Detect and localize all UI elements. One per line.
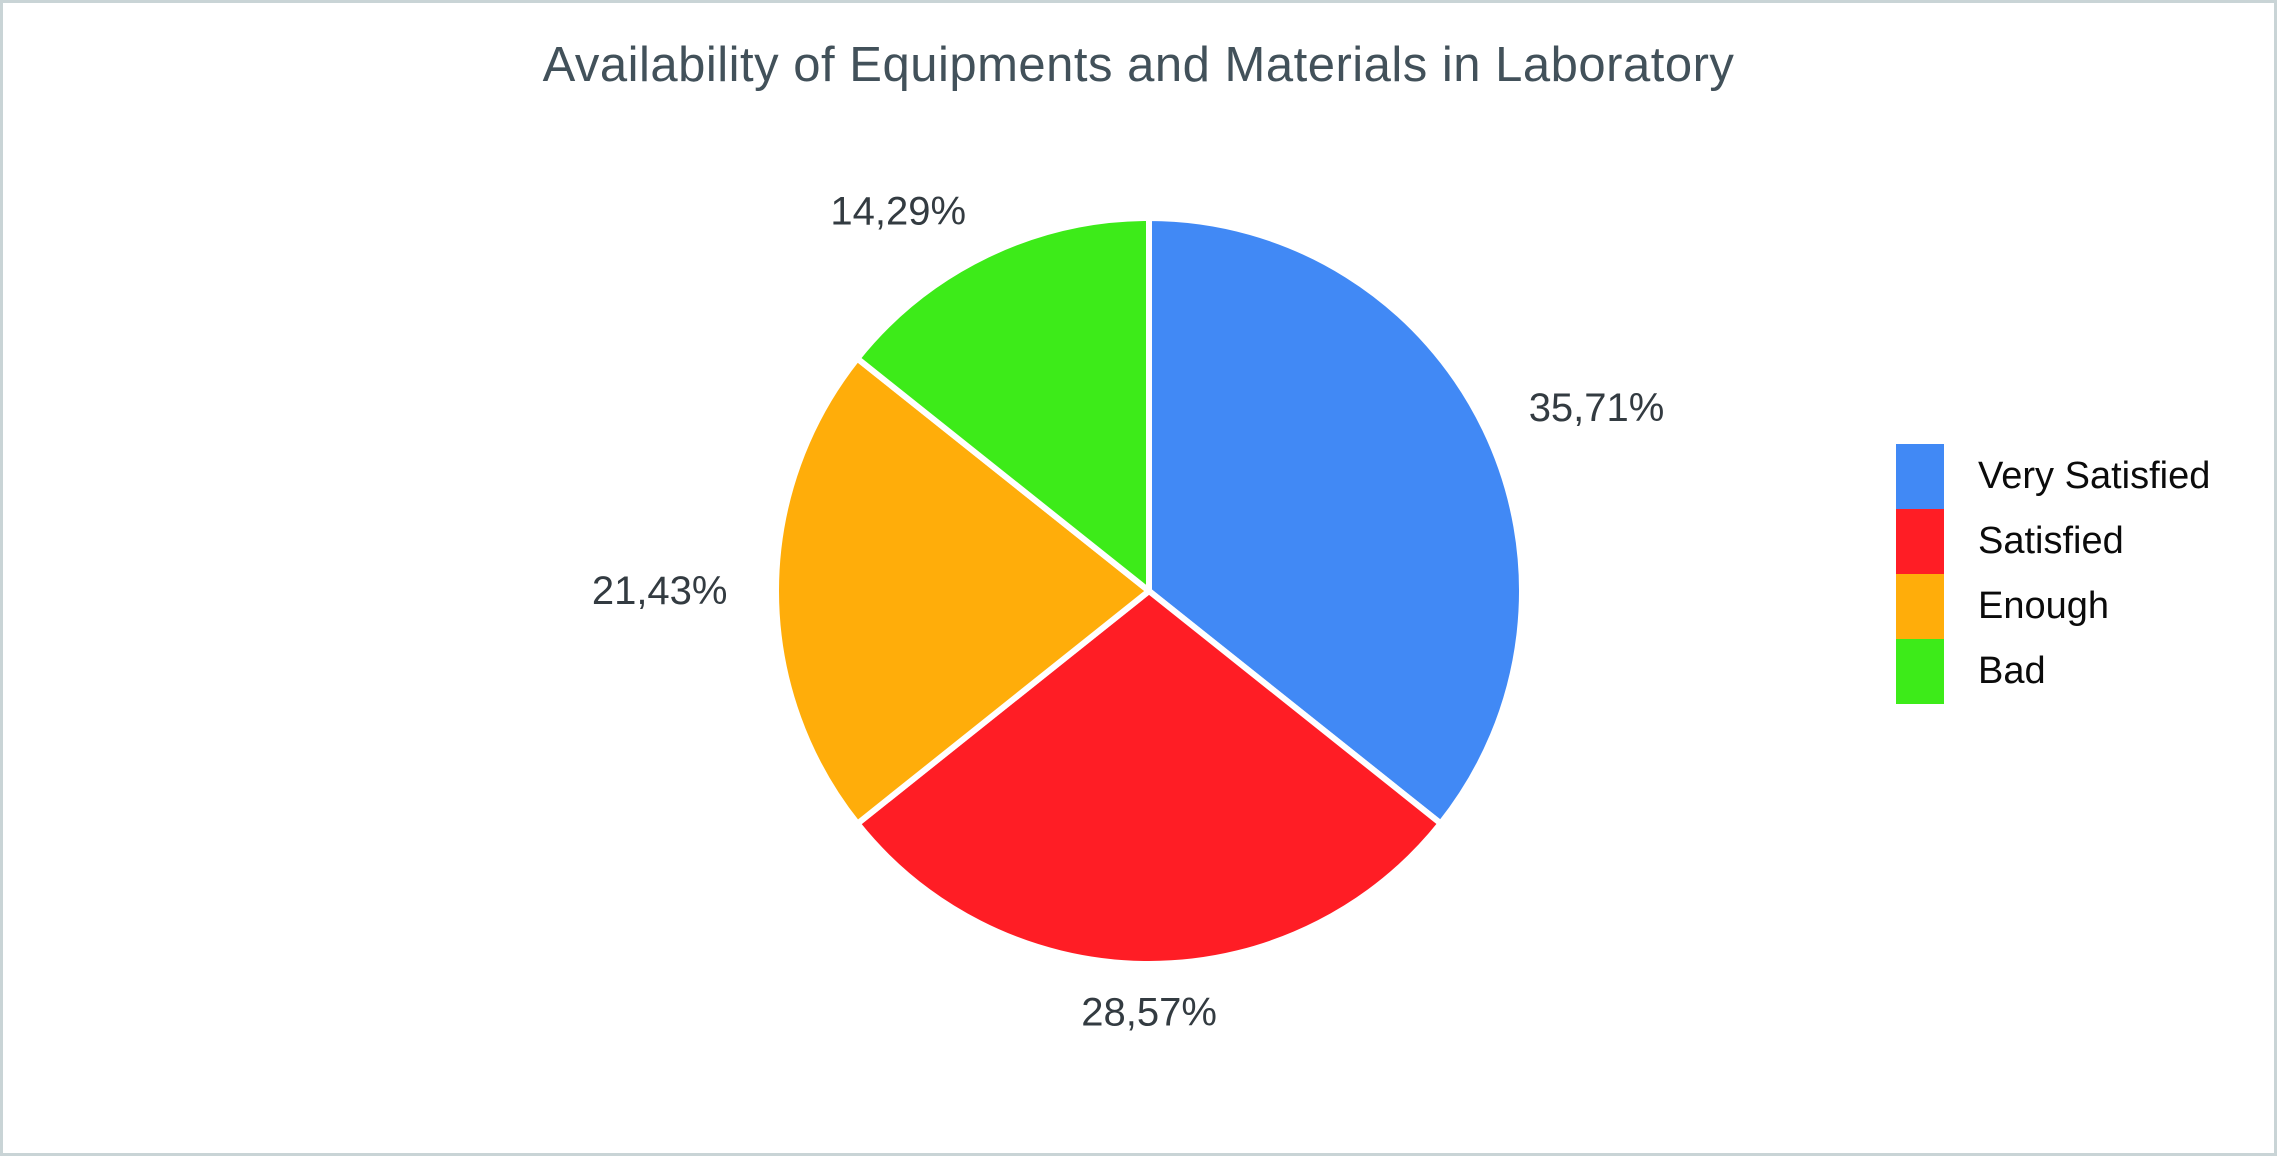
slice-label-enough: 21,43%	[592, 569, 728, 613]
chart-title: Availability of Equipments and Materials…	[542, 38, 1735, 92]
pie-slice-satisfied	[854, 588, 1444, 968]
legend-swatch-bad	[1896, 639, 1944, 704]
legend-item-very-satisfied: Very Satisfied	[1896, 444, 2210, 509]
pie-chart: 35,71% 28,57% 21,43% 14,29%	[592, 189, 1665, 1035]
slice-label-satisfied: 28,57%	[1081, 991, 1217, 1035]
legend-item-satisfied: Satisfied	[1896, 509, 2210, 574]
legend-item-enough: Enough	[1896, 574, 2210, 639]
legend-label-enough: Enough	[1978, 585, 2110, 627]
legend-label-very-satisfied: Very Satisfied	[1978, 455, 2211, 497]
legend-label-bad: Bad	[1978, 650, 2046, 692]
legend-swatch-very-satisfied	[1896, 444, 1944, 509]
pie-slice-very-satisfied	[1146, 215, 1525, 827]
legend-item-bad: Bad	[1896, 639, 2210, 704]
pie-slice-enough	[772, 355, 1152, 827]
pie-slice-bad	[854, 215, 1152, 594]
legend-swatch-enough	[1896, 574, 1944, 639]
legend: Very Satisfied Satisfied Enough Bad	[1896, 444, 2210, 704]
legend-label-satisfied: Satisfied	[1978, 520, 2124, 562]
legend-swatch-satisfied	[1896, 509, 1944, 574]
slice-label-bad: 14,29%	[830, 189, 966, 233]
slice-label-very-satisfied: 35,71%	[1529, 386, 1665, 430]
